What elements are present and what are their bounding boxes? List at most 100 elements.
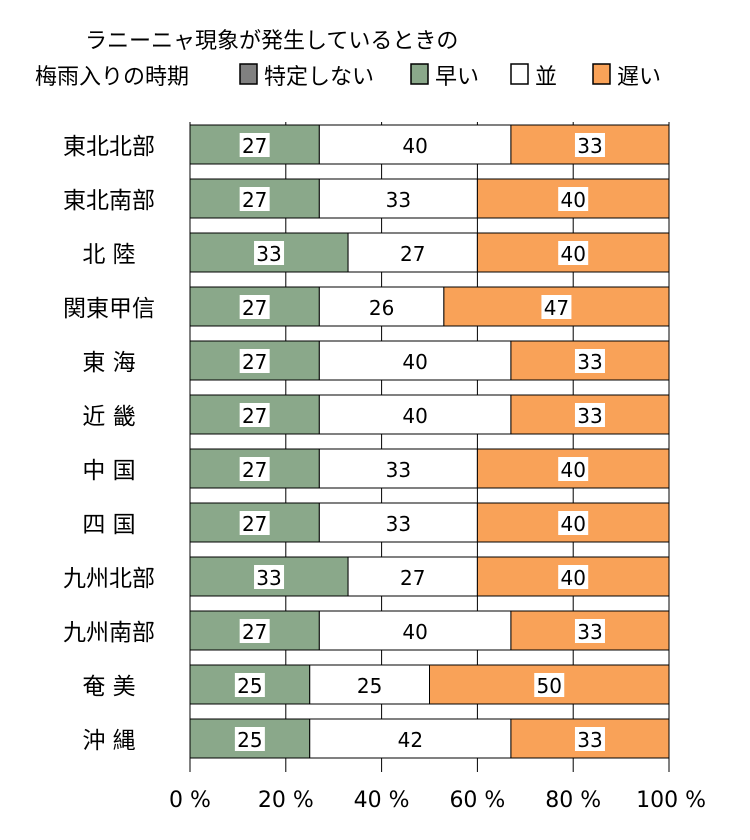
data-label-bg: [239, 457, 270, 481]
x-tick-label: 80 %: [545, 788, 601, 813]
data-label: 33: [577, 404, 602, 428]
data-label-bg: [397, 241, 428, 265]
data-label-bg: [574, 403, 605, 427]
legend-label: 遅い: [617, 65, 661, 90]
category-label: 九州北部: [63, 566, 155, 592]
data-label-bg: [239, 403, 270, 427]
data-label-bg: [383, 511, 414, 535]
data-label: 33: [577, 620, 602, 644]
category-label: 東北北部: [63, 134, 155, 160]
data-label-bg: [254, 565, 285, 589]
category-label: 九州南部: [63, 620, 155, 646]
data-label: 33: [256, 566, 281, 590]
data-label-bg: [558, 565, 589, 589]
data-label-bg: [574, 133, 605, 157]
data-label: 40: [402, 134, 427, 158]
x-tick-label: 60 %: [449, 788, 505, 813]
data-label: 27: [242, 620, 267, 644]
data-label-bg: [574, 619, 605, 643]
data-label-bg: [234, 727, 265, 751]
data-label: 27: [242, 404, 267, 428]
data-label: 27: [242, 458, 267, 482]
bars: 27 40 33 27 33 40 33 27 40 27 26 47 27 40 33 27 40 33 27 33…: [189, 124, 670, 759]
data-label: 40: [402, 404, 427, 428]
data-label-bg: [574, 349, 605, 373]
data-label: 33: [256, 242, 281, 266]
data-label-bg: [400, 403, 431, 427]
data-label: 27: [242, 512, 267, 536]
data-label: 33: [577, 350, 602, 374]
chart-title-line1: ラニーニャ現象が発生しているときの: [85, 29, 458, 54]
legend-swatch: [410, 63, 429, 85]
legend-swatch: [239, 63, 258, 85]
data-label: 27: [242, 296, 267, 320]
legend-label: 特定しない: [264, 65, 374, 90]
bar-segment: [189, 124, 320, 165]
category-label: 関東甲信: [63, 296, 155, 322]
data-label: 40: [560, 188, 585, 212]
data-label-bg: [239, 619, 270, 643]
data-label: 27: [242, 188, 267, 212]
category-label: 近 畿: [82, 404, 135, 430]
bar-segment: [476, 178, 670, 219]
category-label: 東 海: [82, 350, 135, 376]
data-label-bg: [234, 673, 265, 697]
chart-title-line2: 梅雨入りの時期: [35, 65, 189, 90]
x-tick-label: 20 %: [258, 788, 314, 813]
data-label: 40: [560, 512, 585, 536]
data-label: 40: [402, 350, 427, 374]
data-label-bg: [395, 727, 426, 751]
data-label-bg: [383, 457, 414, 481]
category-label: 四 国: [82, 512, 135, 538]
data-label-bg: [558, 241, 589, 265]
data-label-bg: [400, 133, 431, 157]
data-label-bg: [397, 565, 428, 589]
data-label: 33: [386, 512, 411, 536]
legend-label: 早い: [435, 65, 479, 90]
data-label: 25: [237, 728, 262, 752]
data-label-bg: [558, 457, 589, 481]
bar-segment: [510, 124, 670, 165]
x-tick-label: 100 %: [636, 788, 706, 813]
data-label-bg: [354, 673, 385, 697]
data-label: 33: [386, 458, 411, 482]
legend-swatch: [592, 63, 611, 85]
data-label-bg: [254, 241, 285, 265]
data-label-bg: [239, 349, 270, 373]
data-label-bg: [239, 295, 270, 319]
data-label-bg: [239, 133, 270, 157]
data-label-bg: [574, 727, 605, 751]
legend-swatch: [510, 63, 529, 85]
data-label: 25: [237, 674, 262, 698]
legend: 特定しない 早い 並 遅い: [239, 63, 661, 90]
data-label-bg: [558, 511, 589, 535]
data-label: 40: [560, 566, 585, 590]
category-label: 東北南部: [63, 188, 155, 214]
data-label-bg: [400, 349, 431, 373]
category-label: 中 国: [82, 458, 135, 484]
data-label: 27: [400, 566, 425, 590]
category-label: 奄 美: [82, 674, 135, 700]
data-label: 42: [398, 728, 423, 752]
data-label: 40: [560, 242, 585, 266]
data-label-bg: [239, 511, 270, 535]
data-label-bg: [558, 187, 589, 211]
data-label: 33: [386, 188, 411, 212]
data-label: 33: [577, 728, 602, 752]
category-label: 沖 縄: [82, 728, 135, 754]
data-label: 27: [400, 242, 425, 266]
data-label-bg: [366, 295, 397, 319]
data-label: 27: [242, 134, 267, 158]
data-label-bg: [383, 187, 414, 211]
category-label: 北 陸: [82, 242, 135, 268]
data-label-bg: [541, 295, 572, 319]
x-tick-labels: 0 % 20 % 40 % 60 % 80 % 100 %: [169, 788, 706, 813]
data-label: 47: [544, 296, 569, 320]
grid: [189, 122, 670, 772]
data-label: 26: [369, 296, 394, 320]
legend-label: 並: [535, 65, 557, 90]
data-label: 33: [577, 134, 602, 158]
x-tick-label: 0 %: [169, 788, 211, 813]
